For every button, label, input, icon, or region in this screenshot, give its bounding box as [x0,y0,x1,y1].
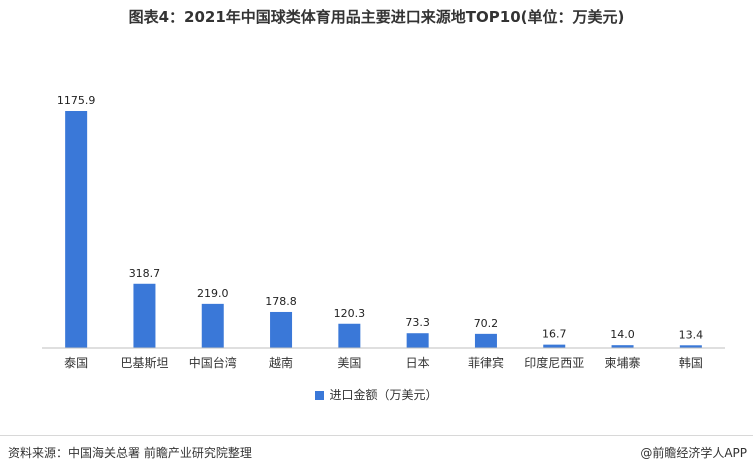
data-label-8: 14.0 [610,328,635,341]
x-tick-label-1: 巴基斯坦 [120,356,168,370]
x-tick-label-6: 菲律宾 [468,355,504,370]
data-label-1: 318.7 [129,267,161,280]
x-tick-label-0: 泰国 [64,356,88,370]
data-label-4: 120.3 [334,307,366,320]
x-tick-label-4: 美国 [337,356,361,370]
data-label-3: 178.8 [265,295,297,308]
x-tick-label-8: 柬埔寨 [605,355,641,370]
bars-layer [65,111,702,348]
bar-2 [201,303,224,348]
x-tick-label-9: 韩国 [679,355,703,370]
bar-3 [270,311,293,348]
legend-swatch [315,391,325,400]
footer-divider [0,435,753,436]
value-labels-layer: 1175.9 318.7 219.0 178.8 120.3 73.3 70.2 16.7 14… [57,94,703,341]
chart-title: 图表4：2021年中国球类体育用品主要进口来源地TOP10(单位：万美元) [128,8,625,26]
bar-5 [406,333,429,348]
bar-0 [65,111,88,348]
legend: 进口金额（万美元） [0,386,753,403]
brand-note: @前瞻经济学人APP [640,446,747,460]
bar-6 [474,333,497,348]
x-tick-label-2: 中国台湾 [189,355,237,370]
bar-7 [543,344,566,348]
bar-8 [611,345,634,348]
source-note: 资料来源：中国海关总署 前瞻产业研究院整理 [8,446,252,460]
data-label-6: 70.2 [474,317,499,330]
data-label-0: 1175.9 [57,94,96,107]
data-label-5: 73.3 [405,316,430,329]
x-tick-label-5: 日本 [406,356,430,370]
data-label-9: 13.4 [679,328,704,341]
bar-1 [133,283,156,348]
category-labels-layer: 泰国 巴基斯坦 中国台湾 越南 美国 日本 菲律宾 印度尼西亚 柬埔寨 韩国 [64,355,703,370]
bar-4 [338,323,361,348]
data-label-2: 219.0 [197,287,229,300]
legend-label: 进口金额（万美元） [329,388,438,402]
data-label-7: 16.7 [542,328,567,341]
bar-9 [679,345,702,348]
x-tick-label-3: 越南 [269,355,293,370]
x-tick-label-7: 印度尼西亚 [524,355,584,370]
